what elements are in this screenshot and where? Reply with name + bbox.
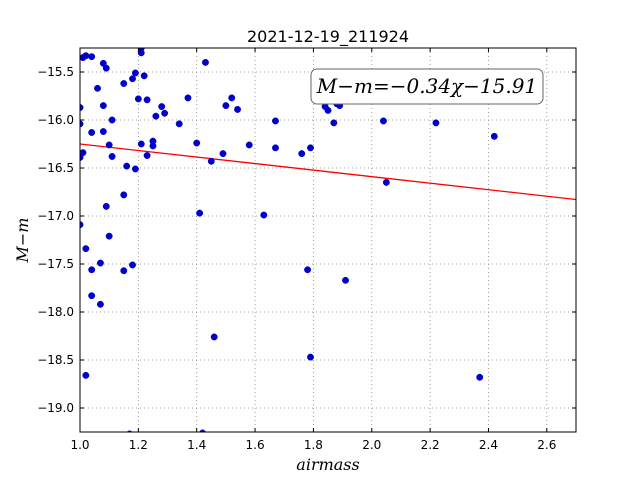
- data-point: [207, 157, 215, 165]
- chart-title: 2021-12-19_211924: [247, 27, 409, 47]
- y-tick-label: −16.0: [37, 113, 74, 127]
- data-point: [490, 132, 498, 140]
- data-point: [379, 117, 387, 125]
- data-point: [152, 112, 160, 120]
- data-point: [94, 84, 101, 92]
- data-point: [324, 106, 332, 114]
- data-point: [184, 94, 192, 102]
- axis-ticks: 1.0 1.2 1.4 1.6 1.8 2.0 2.2 2.4 2.6 −15.5 −16.0 −16…: [37, 48, 576, 452]
- data-point: [99, 128, 107, 135]
- fit-equation: M−m=−0.34χ−15.91: [316, 74, 537, 98]
- data-point: [120, 267, 128, 275]
- data-point: [143, 96, 151, 104]
- data-point: [129, 75, 136, 83]
- fit-annotation: M−m=−0.34χ−15.91: [310, 68, 544, 105]
- data-point: [304, 266, 312, 274]
- fit-line: [80, 143, 576, 201]
- data-point: [88, 292, 96, 300]
- data-point: [88, 266, 96, 274]
- data-point: [228, 94, 236, 102]
- data-point: [432, 119, 440, 127]
- data-point: [193, 139, 201, 147]
- data-point: [102, 64, 110, 72]
- data-point: [210, 333, 218, 341]
- data-point: [120, 191, 128, 199]
- data-point: [143, 152, 151, 159]
- data-point: [234, 105, 242, 113]
- data-point: [245, 141, 253, 149]
- data-point: [158, 103, 166, 111]
- x-tick-label: 1.2: [129, 438, 148, 452]
- data-point: [202, 58, 209, 66]
- data-point: [219, 150, 227, 158]
- data-point: [140, 72, 148, 80]
- y-tick-label: −17.5: [37, 257, 74, 271]
- data-point: [137, 140, 145, 148]
- data-point: [196, 209, 204, 217]
- x-tick-label: 2.6: [537, 438, 556, 452]
- data-point: [307, 144, 314, 152]
- data-point: [272, 144, 279, 152]
- data-point: [330, 119, 338, 127]
- data-point: [88, 53, 96, 61]
- y-tick-label: −19.0: [37, 401, 74, 415]
- data-point: [82, 371, 90, 379]
- data-point: [199, 429, 206, 432]
- data-point: [96, 259, 104, 267]
- data-point: [382, 178, 390, 186]
- y-tick-label: −18.0: [37, 305, 74, 319]
- grid-lines: [79, 48, 576, 432]
- data-point: [108, 153, 116, 160]
- plot-area: [80, 48, 576, 432]
- data-point: [120, 80, 128, 87]
- x-tick-label: 2.0: [362, 438, 381, 452]
- plot-frame: [79, 47, 577, 433]
- y-tick-label: −15.5: [37, 65, 74, 79]
- data-point: [80, 149, 87, 157]
- x-tick-label: 1.6: [246, 438, 265, 452]
- data-point: [137, 49, 145, 57]
- x-tick-label: 1.8: [304, 438, 323, 452]
- data-point: [161, 109, 169, 117]
- data-point: [131, 165, 139, 173]
- y-tick-label: −17.0: [37, 209, 74, 223]
- data-point: [96, 300, 104, 308]
- data-point: [105, 232, 113, 240]
- y-axis-label: M−m: [13, 218, 32, 264]
- data-point: [342, 276, 349, 284]
- data-point: [108, 116, 116, 124]
- data-point: [82, 52, 90, 60]
- data-point: [82, 245, 90, 253]
- data-point: [105, 141, 113, 149]
- y-tick-label: −16.5: [37, 161, 74, 175]
- data-point: [222, 102, 230, 110]
- data-point: [272, 117, 279, 125]
- data-point: [298, 150, 306, 158]
- data-point: [102, 202, 110, 210]
- x-tick-label: 2.4: [479, 438, 498, 452]
- data-point: [307, 353, 314, 361]
- data-point: [175, 120, 183, 128]
- data-point: [149, 142, 157, 150]
- fit-annotation-box: [310, 68, 544, 105]
- x-tick-label: 1.0: [70, 438, 89, 452]
- x-tick-label: 1.4: [187, 438, 206, 452]
- data-point: [131, 69, 139, 77]
- data-point: [260, 211, 268, 219]
- x-axis-label: airmass: [296, 455, 359, 474]
- data-point: [123, 162, 131, 170]
- data-point: [88, 129, 96, 136]
- x-tick-label: 2.2: [421, 438, 440, 452]
- data-point: [99, 102, 107, 110]
- data-point: [134, 95, 142, 103]
- data-point: [476, 373, 484, 381]
- y-tick-label: −18.5: [37, 353, 74, 367]
- data-point: [129, 261, 136, 269]
